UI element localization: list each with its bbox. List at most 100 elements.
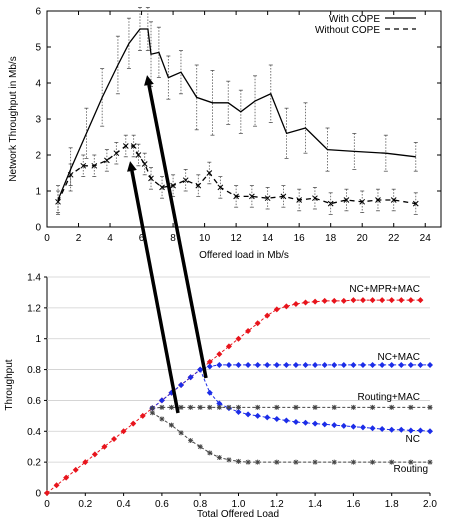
data-point-nc-mpr-mac xyxy=(388,297,395,304)
bottom-y-tick-label: 1.4 xyxy=(27,273,41,284)
data-point-nc xyxy=(273,415,280,422)
data-point-routing xyxy=(168,422,174,428)
bottom-x-tick-label: 0.8 xyxy=(193,499,207,510)
data-point-nc-mac xyxy=(398,361,405,368)
arrow-routing-to-without-cope xyxy=(127,161,180,414)
data-point-nc-mac xyxy=(216,361,223,368)
data-point-nc-mpr-mac xyxy=(398,297,405,304)
bottom-y-axis-label: Throughput xyxy=(4,359,15,410)
data-point-without-cope xyxy=(390,197,397,203)
data-point-without-cope xyxy=(55,198,61,205)
bottom-x-tick-label: 0.6 xyxy=(155,499,169,510)
bottom-y-tick-label: 1 xyxy=(35,334,41,345)
data-point-without-cope xyxy=(148,175,154,182)
data-point-nc-mpr-mac xyxy=(130,420,137,427)
data-point-without-cope xyxy=(327,200,334,207)
data-point-routing-mac xyxy=(188,404,194,410)
arrow-nc-to-with-cope xyxy=(144,75,208,379)
data-point-without-cope xyxy=(343,197,350,203)
top-error-bars xyxy=(56,7,418,215)
top-x-tick-label: 10 xyxy=(199,233,211,244)
data-point-without-cope xyxy=(159,184,165,191)
data-point-nc-mac xyxy=(245,361,252,368)
data-point-nc-mpr-mac xyxy=(111,436,118,442)
data-point-nc xyxy=(283,417,290,424)
data-point-nc-mpr-mac xyxy=(63,474,70,481)
top-legend: With COPE Without COPE xyxy=(315,14,416,36)
top-x-tick-label: 20 xyxy=(357,233,369,244)
data-point-nc xyxy=(407,427,414,434)
bottom-x-axis-label: Total Offered Load xyxy=(197,509,279,520)
data-point-nc-mpr-mac xyxy=(139,412,146,419)
annotation-arrows xyxy=(127,75,208,414)
data-point-nc xyxy=(331,422,338,429)
data-point-nc xyxy=(216,400,223,407)
data-point-routing xyxy=(236,458,241,464)
data-point-routing-mac xyxy=(350,404,356,410)
data-point-nc xyxy=(302,419,309,426)
bottom-x-tick-label: 0 xyxy=(44,499,50,510)
bottom-x-tick-label: 0.4 xyxy=(117,499,131,510)
data-point-nc-mpr-mac xyxy=(302,299,309,306)
data-point-without-cope xyxy=(264,195,271,202)
top-y-tick-label: 1 xyxy=(35,187,41,198)
data-point-nc-mpr-mac xyxy=(273,306,280,313)
data-point-without-cope xyxy=(141,161,148,167)
data-point-routing-mac xyxy=(197,404,203,410)
data-point-routing-mac xyxy=(389,404,395,410)
data-point-routing xyxy=(350,459,356,465)
data-point-nc-mac xyxy=(254,361,261,368)
bottom-y-tick-label: 1.2 xyxy=(27,303,41,314)
data-point-without-cope xyxy=(80,162,87,169)
data-point-nc-mpr-mac xyxy=(91,451,98,458)
data-point-nc-mpr-mac xyxy=(331,297,338,304)
data-point-routing xyxy=(427,459,433,465)
data-point-nc-mac xyxy=(178,382,185,388)
series-line-routing-mac xyxy=(152,406,430,409)
top-y-tick-label: 0 xyxy=(35,223,41,234)
data-point-routing xyxy=(408,459,414,465)
top-x-tick-label: 12 xyxy=(231,233,243,244)
data-point-nc-mac xyxy=(331,361,338,368)
data-point-nc xyxy=(398,426,405,433)
data-point-nc-mac xyxy=(158,397,165,404)
data-point-routing-mac xyxy=(216,404,222,410)
data-point-nc-mac xyxy=(417,361,424,368)
data-point-routing-mac xyxy=(274,404,280,410)
bottom-x-tick-label: 2.0 xyxy=(423,499,437,510)
bottom-tick-group: 0 0.2 0.4 0.6 0.8 1.0 1.2 1.4 1.6 1.8 2.0 0 0.2 0.4 0.… xyxy=(27,273,437,511)
data-point-nc xyxy=(369,425,376,432)
data-point-nc-mac xyxy=(369,361,376,368)
data-point-routing xyxy=(159,416,165,422)
data-point-without-cope xyxy=(206,170,213,176)
series-label-nc-mac: NC+MAC xyxy=(377,352,420,363)
series-label-nc: NC xyxy=(406,434,420,445)
data-point-without-cope xyxy=(113,150,120,157)
data-point-nc-mpr-mac xyxy=(82,459,89,466)
data-point-nc-mpr-mac xyxy=(264,312,271,319)
data-point-nc-mpr-mac xyxy=(350,297,357,304)
top-x-tick-label: 22 xyxy=(388,233,400,244)
legend-label-without-cope: Without COPE xyxy=(315,25,380,36)
data-point-nc-mpr-mac xyxy=(254,320,261,327)
top-series-lines xyxy=(55,28,419,207)
data-point-without-cope xyxy=(296,197,303,203)
data-point-without-cope xyxy=(170,182,176,189)
top-x-tick-label: 6 xyxy=(139,233,145,244)
top-plot-frame xyxy=(46,10,442,228)
bottom-x-tick-label: 0.2 xyxy=(78,499,92,510)
data-point-nc-mac xyxy=(206,363,213,370)
data-point-nc-mpr-mac xyxy=(407,297,414,304)
data-point-nc-mpr-mac xyxy=(283,303,290,310)
bottom-x-tick-label: 1.4 xyxy=(308,499,322,510)
data-point-nc-mac xyxy=(350,361,357,368)
top-y-tick-label: 4 xyxy=(35,79,41,90)
data-point-routing xyxy=(216,455,222,461)
data-point-without-cope xyxy=(375,197,381,203)
data-point-routing-mac xyxy=(312,404,318,410)
data-point-without-cope xyxy=(91,162,98,169)
data-point-nc-mpr-mac xyxy=(292,301,299,307)
data-point-nc-mpr-mac xyxy=(245,328,252,334)
top-x-tick-label: 4 xyxy=(107,233,113,244)
